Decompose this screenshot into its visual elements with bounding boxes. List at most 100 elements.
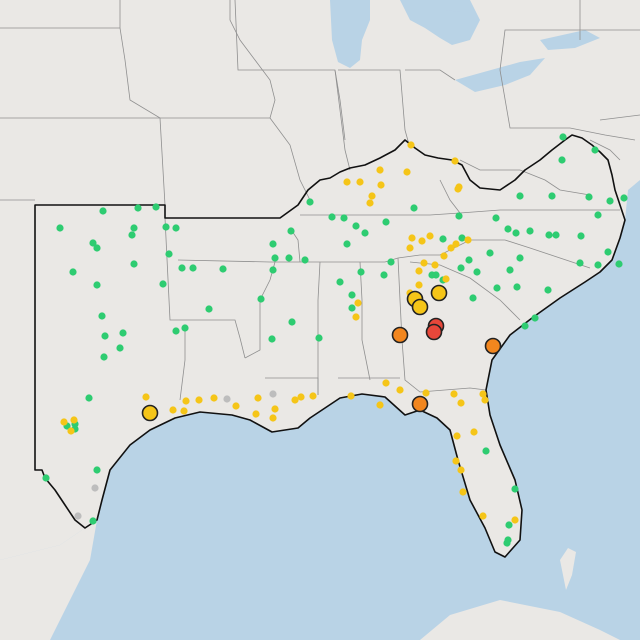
- station-marker-good[interactable]: [439, 235, 447, 243]
- station-marker-good[interactable]: [604, 248, 612, 256]
- station-marker-moderate[interactable]: [297, 393, 305, 401]
- station-marker-good[interactable]: [594, 261, 602, 269]
- station-marker-good[interactable]: [482, 447, 490, 455]
- station-marker-good[interactable]: [271, 254, 279, 262]
- station-marker-good[interactable]: [85, 394, 93, 402]
- station-marker-good[interactable]: [552, 231, 560, 239]
- station-marker-large-moderate[interactable]: [411, 298, 429, 316]
- station-marker-moderate[interactable]: [457, 399, 465, 407]
- station-marker-good[interactable]: [591, 146, 599, 154]
- station-marker-moderate[interactable]: [347, 392, 355, 400]
- station-marker-good[interactable]: [458, 234, 466, 242]
- station-marker-good[interactable]: [93, 281, 101, 289]
- station-marker-good[interactable]: [465, 256, 473, 264]
- station-marker-good[interactable]: [162, 223, 170, 231]
- station-marker-moderate[interactable]: [356, 178, 364, 186]
- station-marker-moderate[interactable]: [210, 394, 218, 402]
- station-marker-moderate[interactable]: [431, 261, 439, 269]
- station-marker-moderate[interactable]: [447, 244, 455, 252]
- station-marker-moderate[interactable]: [406, 244, 414, 252]
- station-marker-moderate[interactable]: [67, 427, 75, 435]
- station-marker-moderate[interactable]: [70, 416, 78, 424]
- station-marker-good[interactable]: [98, 312, 106, 320]
- station-marker-good[interactable]: [101, 332, 109, 340]
- station-marker-moderate[interactable]: [169, 406, 177, 414]
- station-marker-moderate[interactable]: [254, 394, 262, 402]
- station-marker-moderate[interactable]: [453, 432, 461, 440]
- station-marker-good[interactable]: [620, 194, 628, 202]
- station-marker-good[interactable]: [503, 539, 511, 547]
- station-marker-moderate[interactable]: [408, 234, 416, 242]
- station-marker-good[interactable]: [559, 133, 567, 141]
- station-marker-moderate[interactable]: [291, 396, 299, 404]
- station-marker-good[interactable]: [410, 204, 418, 212]
- station-marker-good[interactable]: [306, 198, 314, 206]
- station-marker-moderate[interactable]: [407, 141, 415, 149]
- station-marker-moderate[interactable]: [459, 488, 467, 496]
- station-marker-moderate[interactable]: [450, 390, 458, 398]
- station-marker-good[interactable]: [486, 249, 494, 257]
- station-marker-moderate[interactable]: [195, 396, 203, 404]
- station-marker-good[interactable]: [516, 254, 524, 262]
- station-marker-good[interactable]: [512, 229, 520, 237]
- station-marker-moderate[interactable]: [511, 516, 519, 524]
- station-marker-good[interactable]: [128, 231, 136, 239]
- station-marker-good[interactable]: [285, 254, 293, 262]
- station-marker-moderate[interactable]: [420, 259, 428, 267]
- station-marker-moderate[interactable]: [418, 237, 426, 245]
- station-marker-moderate[interactable]: [422, 389, 430, 397]
- station-marker-good[interactable]: [315, 334, 323, 342]
- station-marker-moderate[interactable]: [376, 401, 384, 409]
- station-marker-moderate[interactable]: [309, 392, 317, 400]
- station-marker-moderate[interactable]: [464, 236, 472, 244]
- station-marker-good[interactable]: [172, 327, 180, 335]
- station-marker-good[interactable]: [504, 225, 512, 233]
- station-marker-nodata[interactable]: [223, 395, 231, 403]
- station-marker-large-unhealthy[interactable]: [425, 323, 443, 341]
- station-marker-good[interactable]: [116, 344, 124, 352]
- station-marker-good[interactable]: [348, 291, 356, 299]
- station-marker-good[interactable]: [219, 265, 227, 273]
- station-marker-moderate[interactable]: [479, 512, 487, 520]
- station-marker-large-usg[interactable]: [484, 337, 502, 355]
- station-marker-good[interactable]: [288, 318, 296, 326]
- station-marker-good[interactable]: [469, 294, 477, 302]
- station-marker-good[interactable]: [119, 329, 127, 337]
- station-marker-good[interactable]: [585, 193, 593, 201]
- station-marker-large-usg[interactable]: [391, 326, 409, 344]
- station-marker-good[interactable]: [513, 283, 521, 291]
- station-marker-good[interactable]: [93, 466, 101, 474]
- station-marker-good[interactable]: [69, 268, 77, 276]
- station-marker-good[interactable]: [352, 222, 360, 230]
- station-marker-good[interactable]: [606, 197, 614, 205]
- station-marker-moderate[interactable]: [452, 457, 460, 465]
- station-marker-good[interactable]: [492, 214, 500, 222]
- station-marker-large-usg[interactable]: [411, 395, 429, 413]
- station-marker-good[interactable]: [93, 244, 101, 252]
- station-marker-good[interactable]: [340, 214, 348, 222]
- station-marker-moderate[interactable]: [457, 466, 465, 474]
- station-marker-moderate[interactable]: [352, 313, 360, 321]
- station-marker-good[interactable]: [89, 239, 97, 247]
- station-marker-moderate[interactable]: [442, 275, 450, 283]
- station-marker-good[interactable]: [361, 229, 369, 237]
- station-marker-moderate[interactable]: [142, 393, 150, 401]
- station-marker-moderate[interactable]: [180, 407, 188, 415]
- station-marker-good[interactable]: [99, 207, 107, 215]
- station-marker-good[interactable]: [336, 278, 344, 286]
- station-marker-moderate[interactable]: [368, 192, 376, 200]
- station-marker-good[interactable]: [382, 218, 390, 226]
- station-marker-good[interactable]: [505, 521, 513, 529]
- station-marker-good[interactable]: [577, 232, 585, 240]
- station-marker-moderate[interactable]: [343, 178, 351, 186]
- station-marker-moderate[interactable]: [451, 157, 459, 165]
- station-marker-good[interactable]: [56, 224, 64, 232]
- station-marker-moderate[interactable]: [403, 168, 411, 176]
- station-marker-moderate[interactable]: [481, 396, 489, 404]
- station-marker-good[interactable]: [457, 264, 465, 272]
- station-marker-good[interactable]: [159, 280, 167, 288]
- station-marker-good[interactable]: [287, 227, 295, 235]
- station-marker-good[interactable]: [257, 295, 265, 303]
